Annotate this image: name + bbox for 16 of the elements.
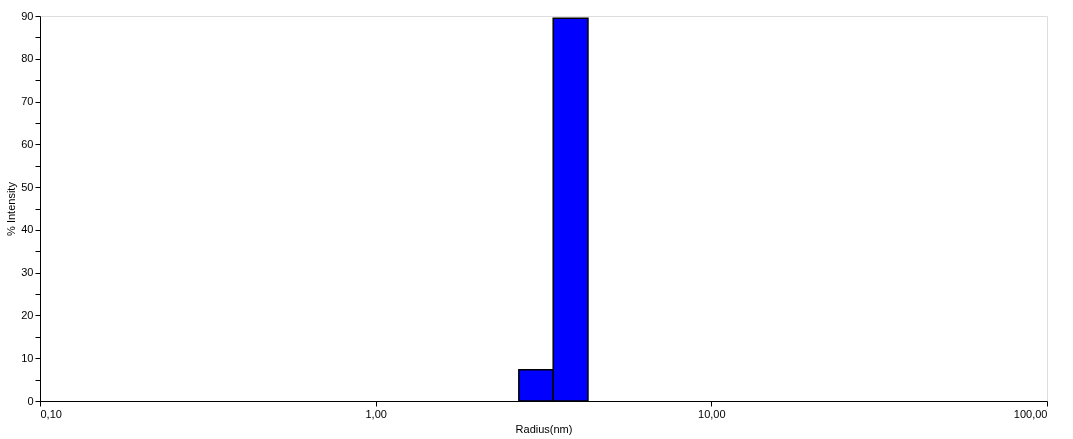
y-tick-label: 80 [21, 52, 34, 65]
y-tick-label: 50 [21, 180, 34, 193]
y-tick-label: 30 [21, 266, 34, 279]
y-tick-label: 60 [21, 137, 34, 150]
x-tick-label: 10,00 [698, 407, 726, 420]
x-tick-label: 1,00 [365, 407, 387, 420]
y-axis-title: % Intensity [5, 181, 18, 236]
y-tick-label: 70 [21, 95, 34, 108]
y-tick-label: 0 [27, 394, 34, 407]
y-tick-label: 90 [21, 9, 34, 22]
y-tick-label: 10 [21, 351, 34, 364]
y-tick-label: 20 [21, 308, 34, 321]
x-tick-label: 100,00 [1013, 407, 1048, 420]
x-axis-title: Radius(nm) [515, 422, 573, 435]
y-tick-label: 40 [21, 223, 34, 236]
x-tick-label: 0,10 [40, 407, 62, 420]
